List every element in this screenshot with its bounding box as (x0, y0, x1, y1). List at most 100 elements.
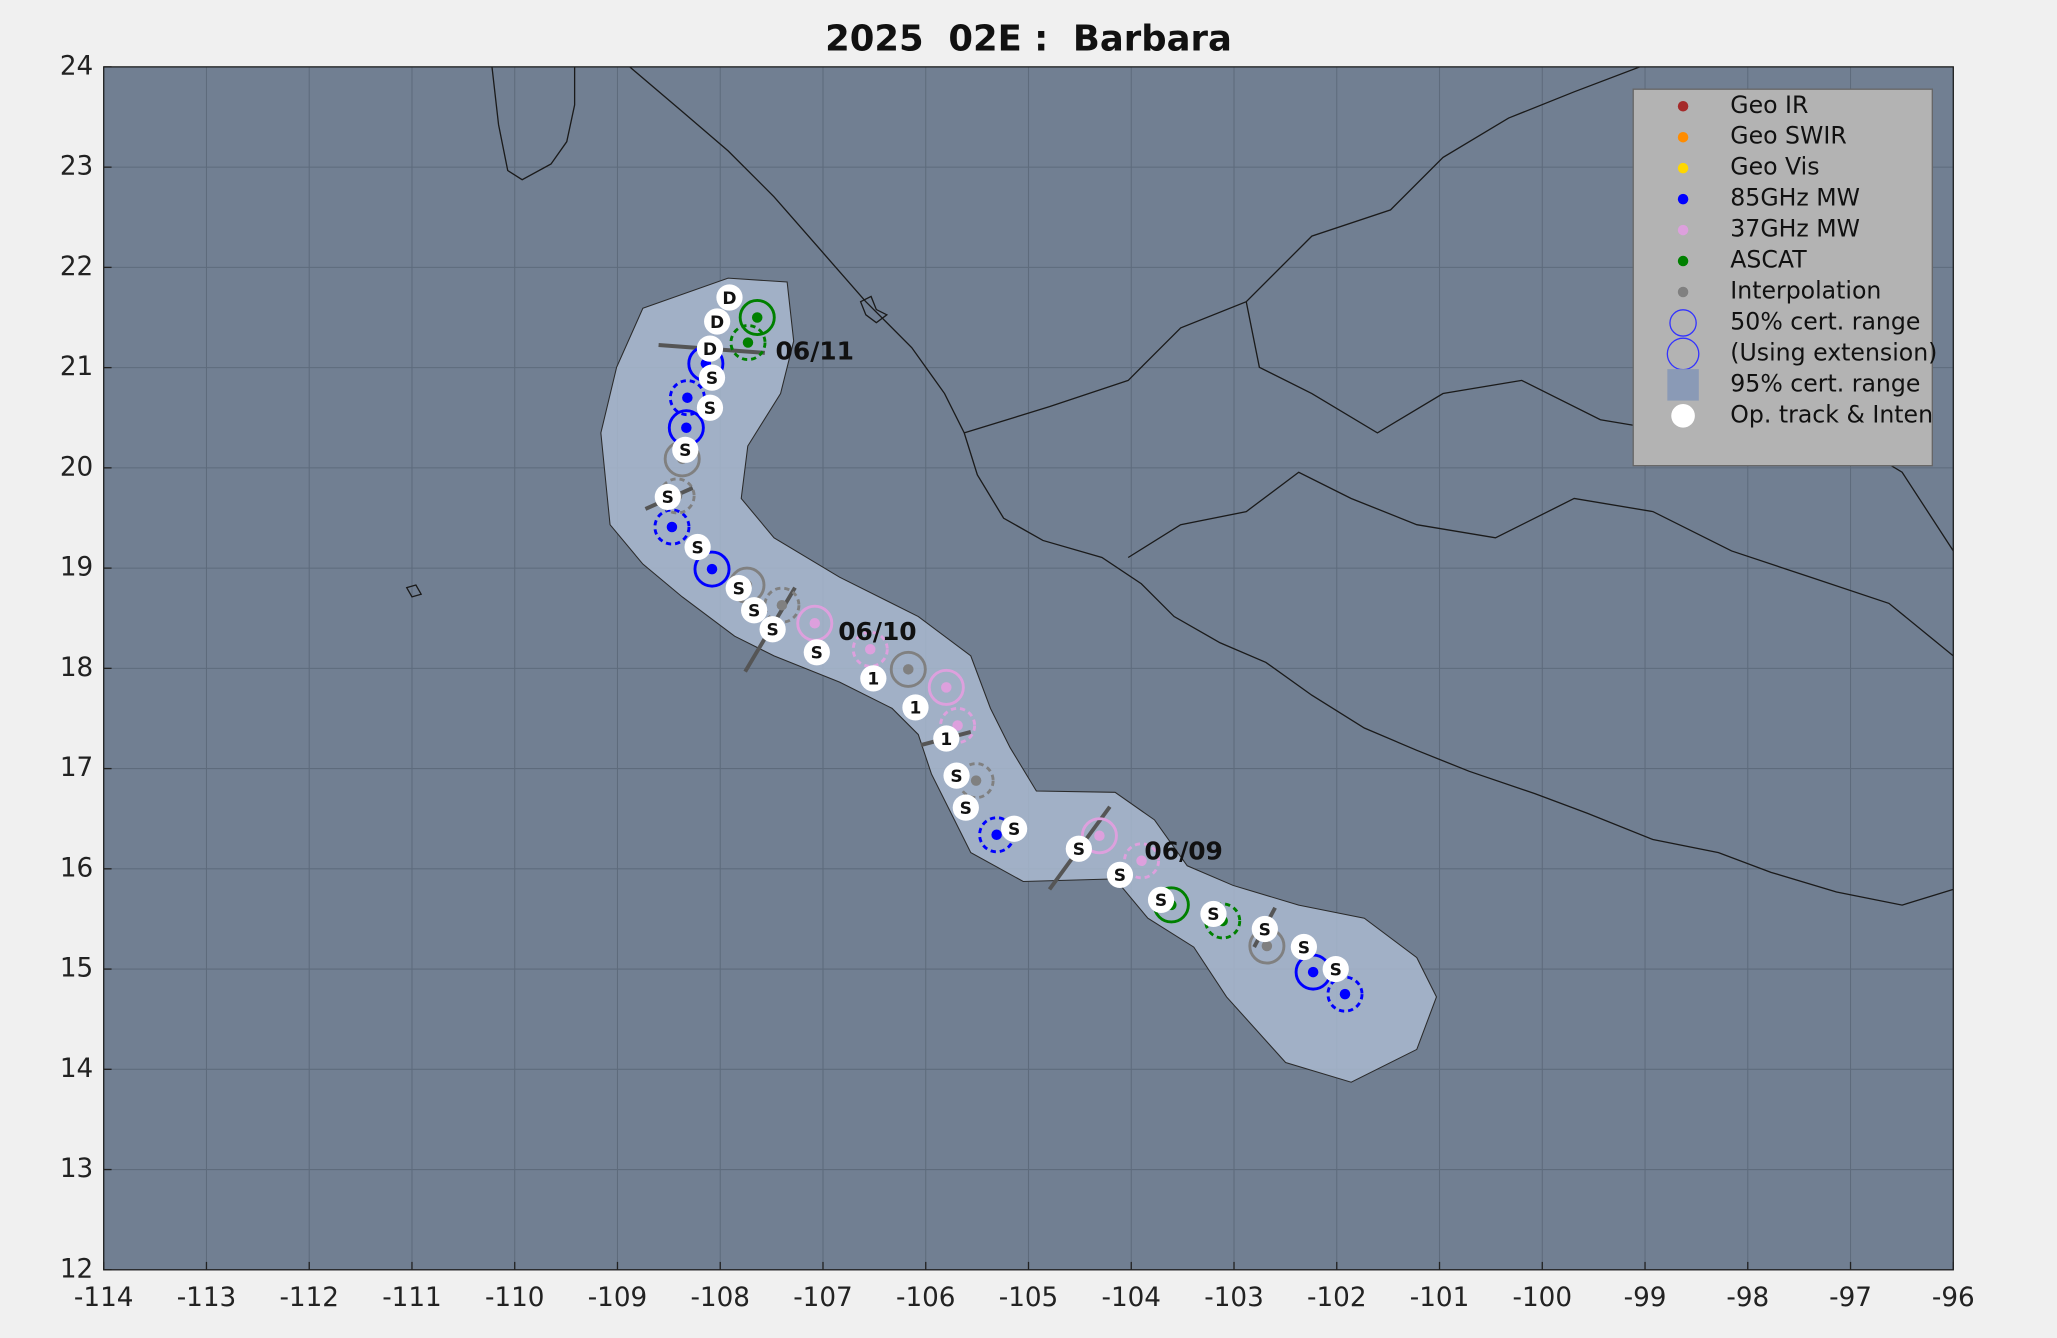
track-point (1147, 886, 1175, 914)
track-point (860, 665, 887, 692)
track-intensity: S (1114, 866, 1126, 886)
track-point (902, 694, 929, 721)
map-layer (405, 66, 1954, 1083)
fix-point (1307, 966, 1319, 978)
fix-ring (1204, 902, 1242, 940)
y-tick-label: 19 (60, 553, 93, 583)
y-tick-label: 16 (60, 853, 93, 883)
fix-point (865, 644, 876, 655)
legend-label: Op. track & Inten (1730, 400, 1933, 428)
track-intensity: S (733, 579, 745, 599)
y-tick-label: 15 (60, 954, 93, 984)
track-point (1106, 861, 1134, 888)
track-intensity: S (950, 767, 962, 787)
legend-label: Geo SWIR (1730, 122, 1846, 150)
fix-ring (729, 324, 767, 362)
track-intensity: S (662, 488, 674, 508)
fix-point (952, 720, 963, 731)
legend-label: Geo IR (1730, 91, 1808, 119)
legend: Geo IR Geo SWIR Geo Vis 85GHz MW 37GHz MW ASC… (1666, 91, 1937, 428)
border (964, 66, 1641, 434)
y-tick-label: 24 (60, 51, 93, 81)
track-intensity: S (1008, 820, 1020, 840)
track-point (704, 308, 731, 335)
track-point (1000, 815, 1028, 842)
legend-marker (1667, 369, 1699, 401)
chart-title: 2025 02E : Barbara (825, 19, 1232, 60)
track-point (696, 394, 724, 421)
track-intensity: S (704, 399, 716, 419)
x-tick-label: -103 (1204, 1283, 1264, 1313)
track-intensity: 1 (940, 730, 952, 750)
track-point (725, 575, 752, 602)
x-tick-label: -111 (382, 1283, 442, 1313)
fix-ring (1080, 817, 1118, 855)
coastline (491, 66, 576, 181)
y-tick-label: 17 (60, 753, 93, 783)
track-point (759, 616, 786, 643)
y-tick-label: 12 (60, 1254, 93, 1284)
track-intensity: S (748, 602, 760, 622)
track-point (684, 533, 711, 561)
x-tick-label: -105 (999, 1283, 1059, 1313)
border (1127, 471, 1954, 657)
fix-point (682, 392, 693, 403)
date-label: 06/09 (1144, 837, 1222, 866)
fix-ring (1123, 842, 1161, 880)
x-tick-label: -110 (485, 1283, 545, 1313)
legend-label: 95% cert. range (1730, 369, 1920, 397)
x-tick-label: -102 (1307, 1283, 1367, 1313)
track-point (672, 436, 699, 463)
fix-ring (738, 299, 776, 336)
track-intensity: S (691, 538, 703, 558)
track-intensity: S (766, 621, 778, 641)
x-tick-label: -114 (74, 1283, 134, 1313)
track-point (716, 284, 743, 311)
y-tick-label: 18 (60, 653, 93, 683)
y-tick-label: 20 (60, 452, 93, 482)
fix-ring (658, 477, 696, 515)
x-tick-label: -100 (1513, 1283, 1573, 1313)
fix-point (970, 775, 982, 786)
legend-label: Geo Vis (1730, 153, 1819, 181)
fix-point (1261, 940, 1273, 952)
track-intensity: S (1073, 840, 1085, 860)
track-intensity: S (960, 799, 972, 819)
x-tick-label: -97 (1829, 1283, 1872, 1313)
track-point (654, 483, 681, 511)
fix-point (1136, 855, 1147, 867)
y-tick-label: 22 (60, 252, 93, 282)
x-tick-label: -112 (279, 1283, 339, 1313)
y-tick-label: 14 (60, 1054, 93, 1084)
legend-label: 50% cert. range (1730, 307, 1920, 335)
legend-box (1632, 88, 1933, 467)
fix-point (809, 617, 821, 629)
track-intensity: S (1259, 920, 1271, 940)
track-point (741, 597, 768, 624)
track-point (1322, 955, 1349, 983)
x-tick-label: -98 (1726, 1283, 1769, 1313)
fix-ring (763, 586, 801, 624)
legend-label: 85GHz MW (1730, 184, 1860, 212)
track-point (1065, 835, 1092, 862)
x-tick-label: -99 (1624, 1283, 1667, 1313)
x-tick-label: -108 (690, 1283, 750, 1313)
track-intensity: D (703, 340, 717, 360)
date-label: 06/10 (838, 617, 916, 646)
fix-ring (653, 508, 691, 546)
legend-label: Interpolation (1730, 276, 1881, 304)
fix-ring (927, 668, 965, 706)
x-tick-label: -106 (896, 1283, 956, 1313)
track-point (1290, 933, 1318, 961)
legend-marker (1677, 162, 1689, 174)
track-intensity: S (1298, 938, 1310, 958)
track-intensity: 1 (867, 670, 879, 690)
legend-marker (1677, 286, 1689, 298)
legend-marker (1677, 255, 1689, 267)
track-point (933, 725, 960, 752)
fix-point (666, 521, 678, 533)
track-intensity: S (1330, 960, 1342, 980)
y-tick-label: 21 (60, 352, 93, 382)
